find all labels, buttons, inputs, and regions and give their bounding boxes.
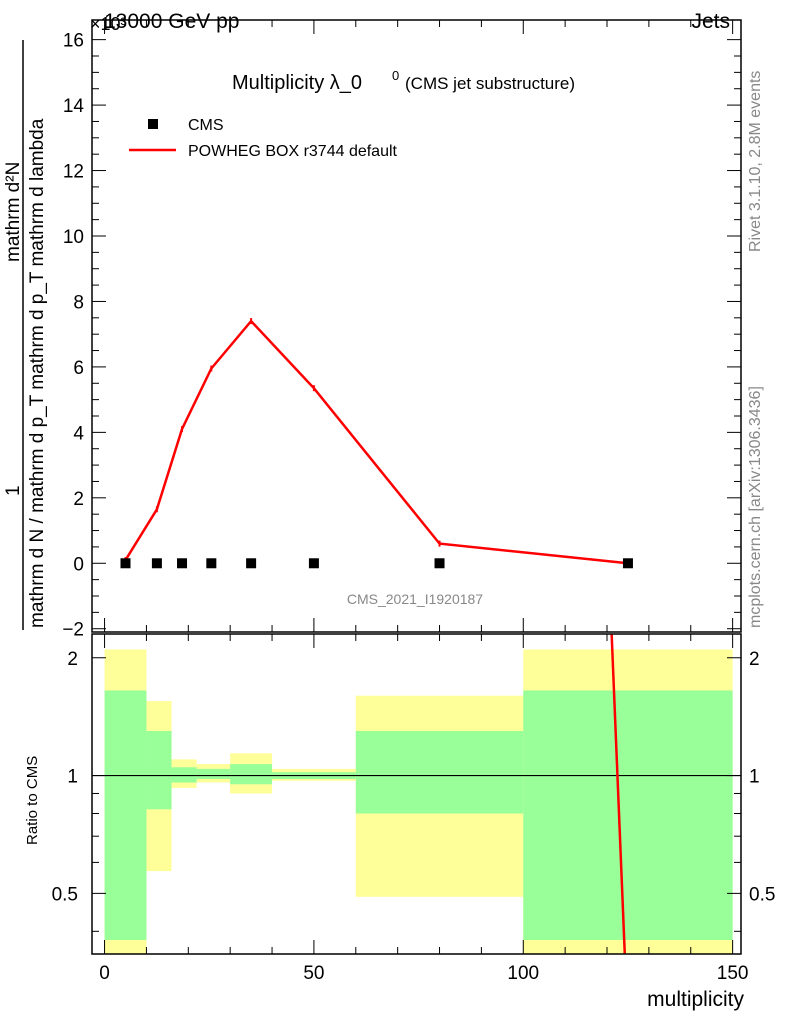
legend-cms-marker [148, 119, 158, 129]
main-x-ticks [104, 20, 734, 632]
series-line-powheg [124, 319, 629, 565]
y-tick-label: 16 [63, 31, 84, 52]
ratio-bands [104, 649, 733, 954]
plot-title-subtitle: (CMS jet substructure) [405, 74, 575, 93]
ratio-y-tick-label-right: 1 [749, 767, 760, 788]
y-tick-label: 2 [73, 489, 84, 510]
cms-point [177, 558, 188, 569]
y-tick-label: 6 [73, 358, 84, 379]
cms-point [246, 558, 257, 569]
y-tick-label: 4 [73, 423, 84, 444]
main-panel: −2 0 2 4 6 8 10 12 14 16 CMS_2021_I1920187 Multip… [62, 19, 742, 641]
x-axis-label: multiplicity [647, 988, 744, 1011]
x-tick-label: 150 [717, 963, 749, 984]
cms-point [120, 558, 131, 569]
y-axis-label-denominator: mathrm d N / mathrm d p_T mathrm d p_T m… [27, 118, 48, 628]
main-series [120, 318, 633, 569]
legend-cms-label: CMS [188, 117, 224, 134]
legend-powheg-label: POWHEG BOX r3744 default [188, 143, 398, 160]
ratio-y-axis-label: Ratio to CMS [24, 756, 41, 845]
x-tick-label: 50 [303, 963, 324, 984]
y-tick-label: 12 [63, 162, 84, 183]
ratio-y-tick-label: 1 [67, 767, 78, 788]
main-panel-frame [91, 19, 742, 633]
plot-title: Multiplicity λ_0 0 (CMS jet substructure… [232, 68, 575, 94]
uncertainty-band-inner [523, 690, 733, 941]
x-tick-label: 100 [507, 963, 539, 984]
y-tick-label: 0 [73, 554, 84, 575]
ratio-lines [92, 634, 741, 954]
plot-title-superscript: 0 [392, 68, 399, 83]
y-tick-label: −2 [62, 620, 84, 641]
uncertainty-band-inner [104, 690, 147, 941]
ratio-y-ticks: 0.5 0.5 1 1 2 2 [52, 649, 775, 932]
ratio-x-ticks: 0 50 100 150 [99, 634, 748, 984]
y-axis-label: mathrm d²N 1 mathrm d N / mathrm d p_T m… [3, 40, 48, 630]
ratio-powheg-line [610, 634, 627, 954]
y-axis-label-top: mathrm d²N [3, 162, 24, 262]
y-tick-label: 8 [73, 292, 84, 313]
uncertainty-band-inner [196, 768, 231, 779]
ratio-y-tick-label: 2 [67, 649, 78, 670]
x-tick-label: 0 [99, 963, 110, 984]
cms-point [308, 558, 319, 569]
legend: CMS POWHEG BOX r3744 default [129, 117, 398, 160]
ratio-y-tick-label: 0.5 [52, 884, 78, 905]
ratio-y-tick-label-right: 2 [749, 649, 760, 670]
cms-point [622, 558, 633, 569]
watermark: CMS_2021_I1920187 [347, 591, 483, 607]
mcplots-label: mcplots.cern.ch [arXiv:1306.3436] [747, 386, 764, 628]
uncertainty-band-inner [230, 764, 273, 785]
y-axis-label-numerator: 1 [3, 485, 24, 496]
y-exponent-label: ×10³ [90, 14, 127, 34]
ratio-panel: 0.5 0.5 1 1 2 2 0 50 100 150 Ratio to CMS multip… [24, 633, 775, 1011]
y-tick-label: 14 [63, 96, 85, 117]
cms-point [434, 558, 445, 569]
uncertainty-band-inner [171, 767, 197, 783]
main-y-ticks: −2 0 2 4 6 8 10 12 14 16 [62, 31, 741, 641]
ratio-y-tick-label-right: 0.5 [749, 884, 775, 905]
cms-point [206, 558, 217, 569]
rivet-version-label: Rivet 3.1.10, 2.8M events [747, 71, 764, 252]
uncertainty-band-inner [146, 730, 172, 810]
header-process-label: Jets [691, 10, 730, 33]
ratio-panel-frame [91, 633, 742, 955]
cms-point [151, 558, 162, 569]
uncertainty-band-inner [355, 730, 524, 814]
plot-title-main: Multiplicity λ_0 [232, 72, 362, 94]
y-tick-label: 10 [63, 227, 84, 248]
header-collision-label: 13000 GeV pp [104, 10, 239, 33]
